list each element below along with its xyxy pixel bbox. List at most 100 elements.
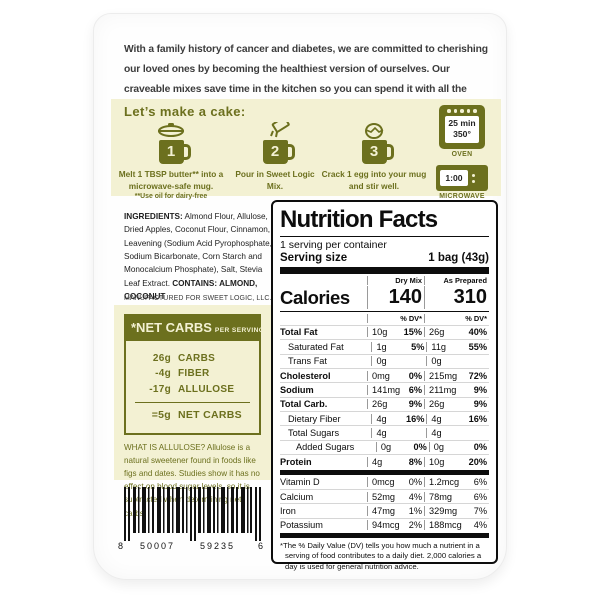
step-1: 1 Melt 1 TBSP butter** into a microwave-… xyxy=(113,122,229,200)
daily-value: 5% xyxy=(411,341,425,352)
amount: 47mg xyxy=(372,505,395,516)
oven-window: 25 min 350° xyxy=(445,115,479,143)
dry-mix-cell: 4g 16% xyxy=(371,413,426,424)
daily-value: 1% xyxy=(408,505,422,516)
dry-mix-column-header: Dry Mix xyxy=(367,275,424,285)
as-prepared-cell: 4g xyxy=(426,428,489,439)
serving-size-label: Serving size xyxy=(280,252,348,264)
as-prepared-cell: 0g 0% xyxy=(428,442,489,453)
amount: 4g xyxy=(376,428,387,439)
amount: 211mg xyxy=(429,384,457,395)
amount: 141mg xyxy=(372,384,401,395)
amount: 0g xyxy=(380,442,392,453)
dry-mix-cell: 26g 9% xyxy=(367,399,424,410)
step-3: 3 Crack 1 egg into your mug and stir wel… xyxy=(321,122,427,192)
daily-value: 6% xyxy=(473,491,487,502)
dry-mix-cell: 10g 15% xyxy=(367,327,424,338)
dry-mix-cell: 0mg 0% xyxy=(367,370,424,381)
net-carbs-math: 26g CARBS -4g FIBER -17g ALLULOSE =5g NE… xyxy=(126,341,259,433)
as-prepared-cell: 78mg 6% xyxy=(424,491,489,502)
pour-mix-icon xyxy=(229,116,321,139)
amount: 0mg xyxy=(372,370,390,381)
dv-header-dry: % DV* xyxy=(367,314,424,324)
net-carbs-box: *NET CARBS PER SERVING 26g CARBS -4g FIBE… xyxy=(124,314,265,435)
daily-value: 40% xyxy=(468,327,487,338)
fiber-row: -4g FIBER xyxy=(135,368,250,379)
column-headers-row: Dry Mix As Prepared xyxy=(280,274,489,286)
dry-mix-cell: 1g 5% xyxy=(371,341,426,352)
amount: -17g xyxy=(149,383,171,395)
cracked-egg-icon xyxy=(321,122,427,139)
daily-value: 16% xyxy=(468,413,488,424)
daily-value: 72% xyxy=(468,370,487,381)
as-prepared-cell: 211mg 9% xyxy=(424,384,489,395)
ingredients-text: Almond Flour, Allulose, Dried Apples, Co… xyxy=(124,212,272,288)
daily-value: 6% xyxy=(408,384,422,395)
label: NET CARBS xyxy=(178,408,242,421)
daily-value: 0% xyxy=(408,477,422,488)
daily-value: 0% xyxy=(408,370,422,381)
nutrient-name: Calcium xyxy=(280,491,314,502)
nutrient-row-total-sugars: Total Sugars 4g 4g xyxy=(280,425,489,439)
nutrient-name: Sodium xyxy=(280,384,314,395)
nutrient-name: Cholesterol xyxy=(280,370,331,381)
dv-header-row: % DV* % DV* xyxy=(280,312,489,324)
amount: 0g xyxy=(376,356,387,367)
thick-divider xyxy=(280,267,489,274)
upc-digit-system: 8 xyxy=(118,541,126,551)
allulose-row: -17g ALLULOSE xyxy=(135,384,250,395)
dry-mix-cell: 4g 8% xyxy=(367,456,424,467)
amount: 10g xyxy=(372,327,388,338)
as-prepared-cell: 11g 55% xyxy=(426,341,489,352)
amount: 94mcg xyxy=(372,520,400,531)
nutrition-facts-title: Nutrition Facts xyxy=(280,206,489,237)
as-prepared-cell: 0g xyxy=(426,356,489,367)
amount: 4g xyxy=(372,456,383,467)
amount: 78mg xyxy=(429,491,452,502)
microwave-icon: 1:00 xyxy=(436,165,488,191)
step-number: 1 xyxy=(166,143,176,160)
daily-value: 55% xyxy=(468,341,488,352)
daily-value: 7% xyxy=(473,505,487,516)
oven-label: OVEN xyxy=(451,151,473,158)
amount: 4g xyxy=(431,428,442,439)
microwave-time: 1:00 xyxy=(440,170,468,186)
amount: 10g xyxy=(429,456,445,467)
as-prepared-cell: 329mg 7% xyxy=(424,505,489,516)
nutrition-facts-panel: Nutrition Facts 1 serving per container … xyxy=(271,200,498,571)
as-prepared-cell: 26g 40% xyxy=(424,327,489,338)
daily-value: 9% xyxy=(473,399,487,410)
oven-time: 25 min xyxy=(448,117,476,128)
vitamin-row-iron: Iron 47mg 1% 329mg 7% xyxy=(280,503,489,517)
calories-label: Calories xyxy=(280,287,350,309)
net-carbs-subtitle: PER SERVING xyxy=(214,327,265,334)
barcode-digits: 8 50007 59235 6 xyxy=(116,541,268,553)
amount: 0mcg xyxy=(372,477,395,488)
nutrient-row-cholesterol: Cholesterol 0mg 0% 215mg 72% xyxy=(280,367,489,382)
amount: 188mcg xyxy=(429,520,462,531)
net-carbs-total-row: =5g NET CARBS xyxy=(135,409,250,421)
amount: 26g xyxy=(429,327,445,338)
carbs-row: 26g CARBS xyxy=(135,353,250,364)
amount: 1.2mcg xyxy=(429,477,460,488)
calories-prepared: 310 xyxy=(424,286,489,310)
upc-digits-left: 50007 xyxy=(140,541,176,551)
daily-value: 4% xyxy=(408,491,422,502)
serving-size-row: Serving size 1 bag (43g) xyxy=(280,251,489,267)
oven-icon: 25 min 350° xyxy=(439,105,485,149)
amount: 4g xyxy=(376,413,387,424)
amount: 26g xyxy=(152,352,171,364)
daily-value: 6% xyxy=(473,477,487,488)
dry-mix-cell: 4g xyxy=(371,428,426,439)
mug-step-3-icon: 3 xyxy=(361,140,394,164)
nutrient-name: Saturated Fat xyxy=(288,341,344,352)
label: ALLULOSE xyxy=(178,383,235,395)
nutrient-name: Iron xyxy=(280,505,296,516)
amount: 1g xyxy=(376,341,387,352)
amount: 0g xyxy=(431,356,442,367)
step-number: 2 xyxy=(270,143,280,160)
microwave-buttons xyxy=(472,173,475,183)
sum-divider xyxy=(135,401,250,403)
nutrient-name: Total Carb. xyxy=(280,399,328,410)
nutrient-row-total-carb: Total Carb. 26g 9% 26g 9% xyxy=(280,396,489,411)
